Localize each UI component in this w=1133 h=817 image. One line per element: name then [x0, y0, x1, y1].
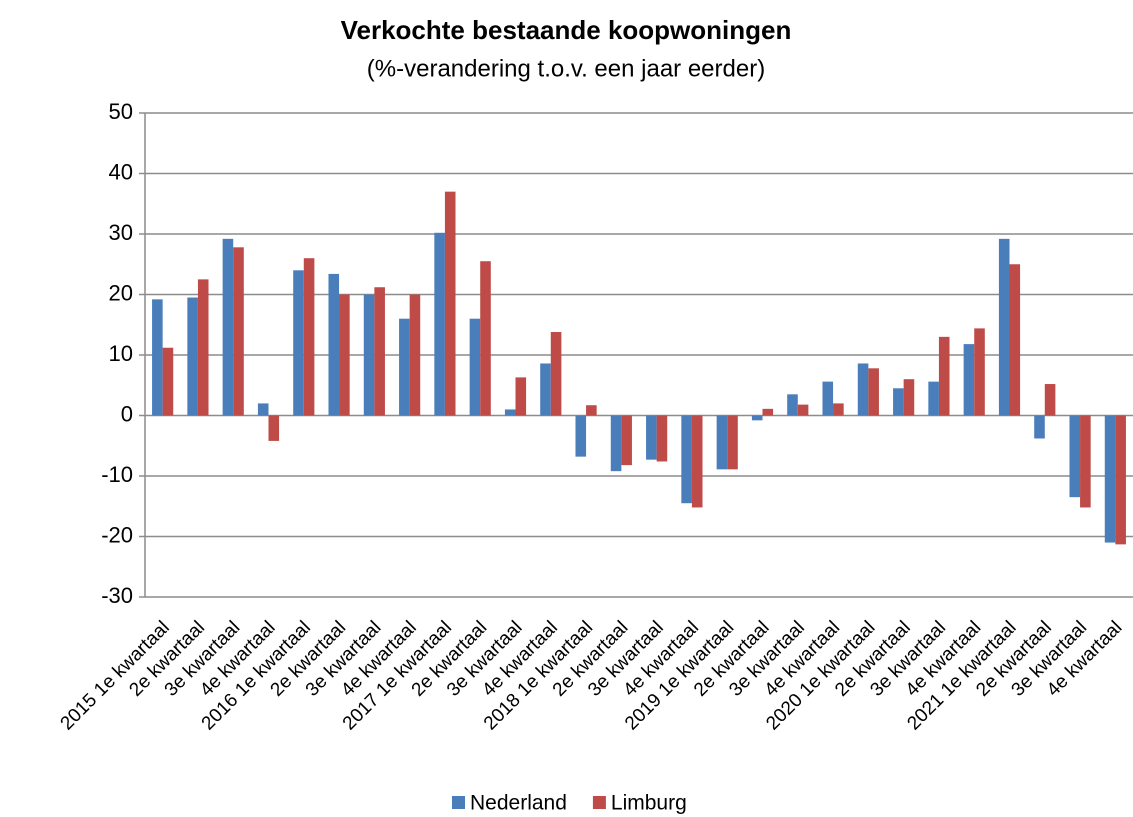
bar	[621, 415, 632, 466]
bar	[162, 347, 174, 416]
bar	[893, 388, 904, 416]
bar	[833, 403, 844, 416]
bar	[903, 379, 915, 416]
bar	[586, 405, 597, 416]
bar	[998, 238, 1010, 416]
bar	[974, 328, 985, 416]
legend-swatch	[592, 796, 606, 809]
bar	[434, 232, 445, 416]
bar	[1009, 264, 1021, 416]
bar	[1044, 384, 1056, 416]
y-tick-label: -20	[101, 522, 133, 547]
bar	[751, 415, 763, 421]
bar	[938, 336, 950, 416]
y-tick-label: 50	[109, 99, 133, 124]
bar	[716, 415, 728, 470]
bar	[646, 415, 657, 460]
bar	[1104, 415, 1116, 543]
y-tick-label: 30	[109, 220, 133, 245]
y-tick-label: -30	[101, 583, 133, 608]
bar	[268, 415, 280, 441]
bar	[656, 415, 668, 462]
bar	[257, 403, 269, 416]
bar	[550, 332, 562, 416]
bar	[515, 377, 527, 416]
bar	[575, 415, 587, 457]
bar	[762, 408, 774, 416]
bar	[1034, 415, 1045, 439]
bar	[363, 294, 375, 416]
bar	[1069, 415, 1081, 498]
bar	[480, 261, 491, 416]
bar	[610, 415, 622, 472]
bar	[868, 368, 879, 416]
legend-label: Limburg	[611, 792, 687, 815]
chart-subtitle: (%-verandering t.o.v. een jaar eerder)	[367, 55, 765, 82]
bar	[374, 287, 385, 416]
bar	[303, 258, 315, 416]
bar	[233, 247, 244, 416]
bar	[152, 299, 163, 416]
bar	[444, 191, 456, 416]
legend-label: Nederland	[470, 792, 567, 815]
bar	[691, 415, 703, 508]
bar	[963, 344, 975, 416]
y-tick-label: 40	[109, 159, 133, 184]
bar	[187, 297, 198, 416]
y-tick-label: 20	[109, 280, 133, 305]
bar	[540, 363, 551, 416]
chart-title: Verkochte bestaande koopwoningen	[341, 15, 792, 45]
bar	[409, 294, 421, 416]
y-tick-label: 10	[109, 341, 133, 366]
y-tick-label: -10	[101, 462, 133, 487]
bar	[857, 363, 869, 416]
legend: Nederland Limburg	[452, 792, 687, 815]
bar	[339, 294, 350, 416]
bar	[727, 415, 738, 470]
bar	[399, 318, 410, 416]
legend-swatch	[452, 796, 465, 809]
bar	[681, 415, 692, 504]
bar	[1080, 415, 1091, 508]
bar	[293, 270, 304, 416]
bar	[328, 273, 340, 416]
bar	[504, 409, 516, 416]
bar	[469, 318, 481, 416]
bar	[928, 381, 939, 416]
bar	[822, 381, 834, 416]
y-tick-label: 0	[121, 401, 133, 426]
bar	[797, 404, 809, 416]
bar	[197, 279, 209, 416]
bar	[222, 238, 234, 416]
bar	[787, 394, 798, 416]
bar	[1115, 415, 1126, 545]
